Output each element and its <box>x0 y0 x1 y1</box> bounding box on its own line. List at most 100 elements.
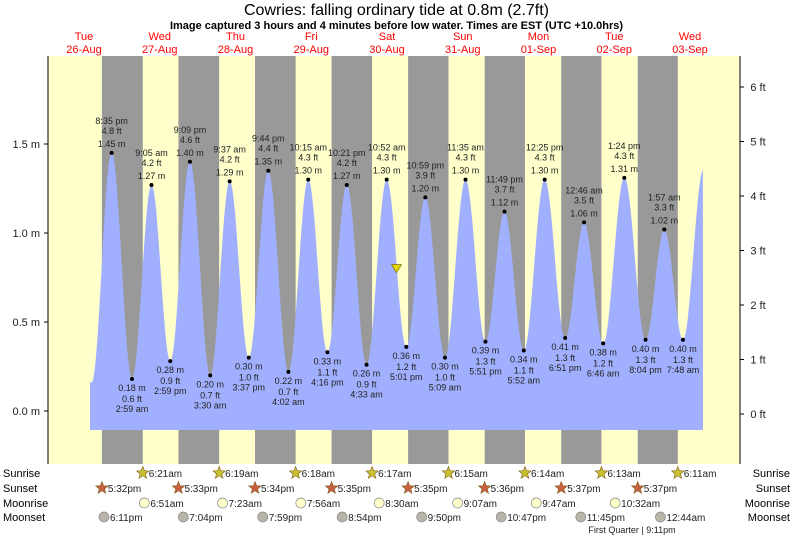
moonset-time: 11:45pm <box>587 513 625 524</box>
sunrise-time: 6:11am <box>684 469 717 480</box>
sunset-icon <box>477 480 492 494</box>
day-date-label: 31-Aug <box>445 44 480 56</box>
sunset-icon <box>324 480 339 494</box>
high-tide-m: 1.27 m <box>333 171 361 181</box>
high-tide-ft: 4.3 ft <box>535 153 556 163</box>
high-tide-point <box>109 150 114 155</box>
sunrise-time: 6:13am <box>607 469 640 480</box>
moonrise-icon <box>530 497 542 509</box>
high-tide-ft: 4.2 ft <box>220 154 241 164</box>
day-date-label: 29-Aug <box>294 44 329 56</box>
low-tide-point <box>643 337 648 342</box>
high-tide-time: 10:59 pm <box>407 160 445 170</box>
moonset-icon <box>575 511 587 523</box>
high-tide-point <box>423 195 428 200</box>
sunrise-icon <box>670 465 685 479</box>
sunrise-icon <box>365 465 380 479</box>
low-tide-m: 0.30 m <box>235 362 263 372</box>
moonrise-time: 7:56am <box>307 499 340 510</box>
low-tide-point <box>483 339 488 344</box>
low-tide-point <box>130 376 135 381</box>
right-tick-label: 0 ft <box>750 409 765 421</box>
high-tide-time: 11:35 am <box>447 143 484 153</box>
low-tide-point <box>286 369 291 374</box>
high-tide-m: 1.45 m <box>98 139 126 149</box>
left-tick-label: 0.0 m <box>12 406 40 418</box>
sunset-icon <box>248 480 262 494</box>
high-tide-time: 1:57 am <box>648 192 681 202</box>
high-tide-time: 8:35 pm <box>95 116 128 126</box>
high-tide-m: 1.30 m <box>531 166 559 176</box>
low-tide-ft: 0.9 ft <box>160 376 181 386</box>
high-tide-point <box>149 182 154 187</box>
moonrise-icon <box>373 497 385 509</box>
sunrise-row-label: Sunrise <box>3 468 40 480</box>
high-tide-time: 10:15 am <box>289 143 327 153</box>
high-tide-ft: 4.2 ft <box>337 158 358 168</box>
low-tide-m: 0.22 m <box>275 376 303 386</box>
chart-title: Cowries: falling ordinary tide at 0.8m (… <box>243 2 549 19</box>
high-tide-m: 1.29 m <box>216 167 244 177</box>
low-tide-point <box>364 362 369 367</box>
left-tick-label: 1.0 m <box>12 228 40 240</box>
sunset-icon <box>401 480 416 494</box>
low-tide-time: 6:51 pm <box>549 363 582 373</box>
low-tide-time: 5:51 pm <box>469 367 502 377</box>
moonset-time: 8:54pm <box>348 513 381 524</box>
high-tide-ft: 4.4 ft <box>258 144 279 154</box>
sunset-time: 5:35pm <box>414 484 447 495</box>
moonrise-icon <box>452 497 463 509</box>
moonset-icon <box>655 511 666 523</box>
day-date-label: 28-Aug <box>218 44 253 56</box>
low-tide-time: 4:02 am <box>272 397 305 407</box>
day-date-label: 27-Aug <box>142 44 177 56</box>
low-tide-m: 0.20 m <box>196 379 224 389</box>
sunset-time: 5:37pm <box>644 484 677 495</box>
right-tick-label: 2 ft <box>750 300 765 312</box>
current-tide-marker <box>390 264 403 274</box>
high-tide-ft: 3.7 ft <box>494 185 515 195</box>
low-tide-ft: 1.2 ft <box>593 358 614 368</box>
low-tide-point <box>680 337 685 342</box>
high-tide-m: 1.30 m <box>294 166 322 176</box>
moonset-time: 12:44am <box>666 513 705 524</box>
day-date-label: 03-Sep <box>672 44 707 56</box>
sunrise-icon <box>212 465 227 479</box>
day-date-label: 26-Aug <box>66 44 101 56</box>
high-tide-ft: 3.3 ft <box>654 202 675 212</box>
day-weekday-label: Fri <box>305 31 318 43</box>
moonset-icon <box>98 511 110 523</box>
low-tide-m: 0.18 m <box>118 383 146 393</box>
high-tide-ft: 3.5 ft <box>574 195 595 205</box>
low-tide-point <box>601 341 606 346</box>
low-tide-time: 5:52 am <box>508 375 541 385</box>
low-tide-m: 0.40 m <box>632 344 660 354</box>
low-tide-time: 5:09 am <box>429 383 462 393</box>
low-tide-ft: 0.9 ft <box>357 380 378 390</box>
low-tide-point <box>563 336 568 341</box>
high-tide-ft: 4.2 ft <box>141 158 162 168</box>
sunset-icon <box>630 480 645 494</box>
low-tide-ft: 1.2 ft <box>396 362 417 372</box>
sunset-time: 5:35pm <box>338 484 371 495</box>
sunset-icon <box>171 480 186 494</box>
sunrise-time: 6:19am <box>225 469 258 480</box>
moonrise-time: 9:47am <box>542 499 575 510</box>
low-tide-point <box>208 373 213 378</box>
low-tide-m: 0.40 m <box>669 344 697 354</box>
sunrise-time: 6:14am <box>531 469 564 480</box>
low-tide-m: 0.33 m <box>314 356 342 366</box>
high-tide-point <box>662 227 667 232</box>
sunrise-icon <box>288 465 303 479</box>
high-tide-m: 1.30 m <box>452 166 480 176</box>
low-tide-time: 4:16 pm <box>311 377 344 387</box>
low-tide-time: 2:59 am <box>116 404 149 414</box>
moonset-time: 6:11pm <box>110 513 143 524</box>
high-tide-time: 12:25 pm <box>526 143 564 153</box>
high-tide-m: 1.31 m <box>611 164 639 174</box>
low-tide-point <box>168 359 173 364</box>
high-tide-time: 9:44 pm <box>252 134 285 144</box>
low-tide-ft: 0.7 ft <box>200 390 221 400</box>
